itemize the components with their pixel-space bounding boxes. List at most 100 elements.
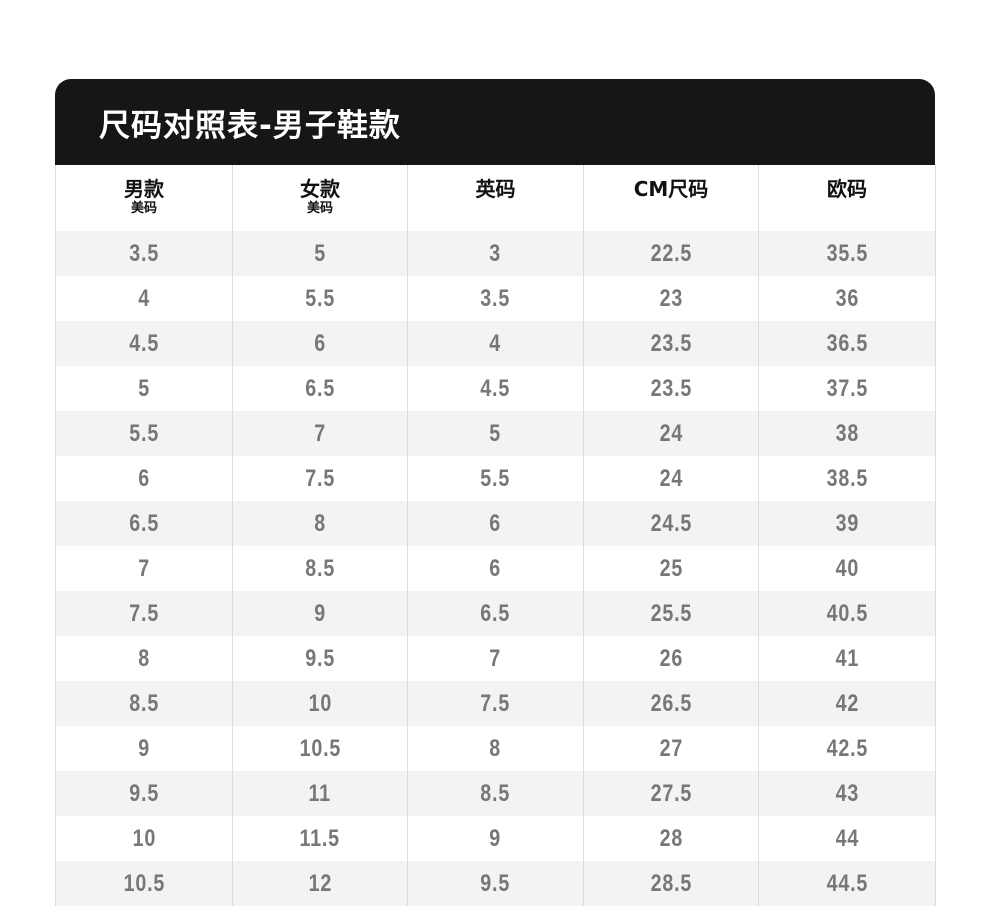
- table-cell: 4: [408, 321, 584, 366]
- table-cell: 8: [56, 636, 233, 681]
- table-cell: 6: [56, 456, 233, 501]
- cell-value: 5: [314, 239, 326, 267]
- table-cell: 23.5: [584, 321, 759, 366]
- cell-value: 10: [132, 824, 156, 852]
- table-cell: 43: [759, 771, 936, 816]
- cell-value: 26: [659, 644, 683, 672]
- table-cell: 44: [759, 816, 936, 861]
- table-cell: 10: [233, 681, 408, 726]
- cell-value: 7.5: [480, 689, 511, 717]
- table-cell: 35.5: [759, 231, 936, 276]
- cell-value: 43: [835, 779, 859, 807]
- table-cell: 7.5: [233, 456, 408, 501]
- cell-value: 9: [314, 599, 326, 627]
- table-cell: 3: [408, 231, 584, 276]
- table-cell: 9: [408, 816, 584, 861]
- cell-value: 4: [138, 284, 150, 312]
- table-cell: 5: [408, 411, 584, 456]
- table-cell: 39: [759, 501, 936, 546]
- table-cell: 23: [584, 276, 759, 321]
- cell-value: 9.5: [129, 779, 159, 807]
- table-cell: 42.5: [759, 726, 936, 771]
- cell-value: 23.5: [650, 374, 692, 402]
- cell-value: 39: [835, 509, 859, 537]
- column-header: 欧码: [759, 165, 936, 231]
- table-cell: 8.5: [233, 546, 408, 591]
- cell-value: 42: [835, 689, 859, 717]
- cell-value: 9.5: [305, 644, 335, 672]
- column-header-sublabel: 美码: [130, 201, 157, 216]
- cell-value: 9: [138, 734, 150, 762]
- table-cell: 26.5: [584, 681, 759, 726]
- cell-value: 41: [835, 644, 859, 672]
- column-header: 男款 美码: [56, 165, 233, 231]
- cell-value: 5.5: [305, 284, 335, 312]
- cell-value: 3: [489, 239, 502, 267]
- cell-value: 8.5: [305, 554, 335, 582]
- table-cell: 8: [233, 501, 408, 546]
- cell-value: 8: [138, 644, 150, 672]
- cell-value: 42.5: [826, 734, 868, 762]
- cell-value: 8.5: [129, 689, 159, 717]
- table-cell: 44.5: [759, 861, 936, 906]
- cell-value: 38.5: [826, 464, 868, 492]
- column-header-label: 男款: [124, 177, 164, 201]
- table-cell: 10.5: [233, 726, 408, 771]
- table-cell: 5: [233, 231, 408, 276]
- cell-value: 23.5: [650, 329, 692, 357]
- table-cell: 8: [408, 726, 584, 771]
- table-cell: 27: [584, 726, 759, 771]
- table-cell: 6.5: [56, 501, 233, 546]
- column-header-label: CM尺码: [633, 177, 709, 201]
- cell-value: 9.5: [480, 869, 511, 897]
- cell-value: 10: [308, 689, 332, 717]
- cell-value: 5: [489, 419, 502, 447]
- cell-value: 11.5: [299, 824, 341, 852]
- cell-value: 40: [835, 554, 859, 582]
- cell-value: 7.5: [305, 464, 335, 492]
- cell-value: 5: [138, 374, 150, 402]
- table-cell: 7: [56, 546, 233, 591]
- cell-value: 7: [489, 644, 502, 672]
- cell-value: 27: [659, 734, 683, 762]
- table-cell: 7: [233, 411, 408, 456]
- table-cell: 28: [584, 816, 759, 861]
- cell-value: 3.5: [480, 284, 511, 312]
- column-header: CM尺码: [584, 165, 759, 231]
- table-cell: 38.5: [759, 456, 936, 501]
- table-cell: 5: [56, 366, 233, 411]
- table-cell: 36.5: [759, 321, 936, 366]
- cell-value: 23: [659, 284, 683, 312]
- column-header-label: 欧码: [827, 177, 867, 201]
- table-cell: 24.5: [584, 501, 759, 546]
- table-cell: 3.5: [408, 276, 584, 321]
- cell-value: 6: [138, 464, 150, 492]
- table-cell: 36: [759, 276, 936, 321]
- table-cell: 4.5: [56, 321, 233, 366]
- column-header: 女款 美码: [233, 165, 408, 231]
- table-cell: 7.5: [408, 681, 584, 726]
- table-cell: 10.5: [56, 861, 233, 906]
- cell-value: 28.5: [650, 869, 692, 897]
- cell-value: 6: [314, 329, 326, 357]
- cell-value: 6: [489, 509, 502, 537]
- cell-value: 4.5: [480, 374, 511, 402]
- table-cell: 9.5: [233, 636, 408, 681]
- table-cell: 27.5: [584, 771, 759, 816]
- table-cell: 38: [759, 411, 936, 456]
- cell-value: 10.5: [123, 869, 165, 897]
- cell-value: 8.5: [480, 779, 511, 807]
- table-cell: 23.5: [584, 366, 759, 411]
- cell-value: 27.5: [650, 779, 692, 807]
- cell-value: 4: [489, 329, 502, 357]
- table-cell: 8.5: [408, 771, 584, 816]
- table-cell: 40: [759, 546, 936, 591]
- table-cell: 24: [584, 456, 759, 501]
- cell-value: 24.5: [650, 509, 692, 537]
- table-cell: 41: [759, 636, 936, 681]
- cell-value: 36: [835, 284, 859, 312]
- table-cell: 26: [584, 636, 759, 681]
- cell-value: 3.5: [129, 239, 159, 267]
- cell-value: 5.5: [129, 419, 159, 447]
- table-cell: 5.5: [408, 456, 584, 501]
